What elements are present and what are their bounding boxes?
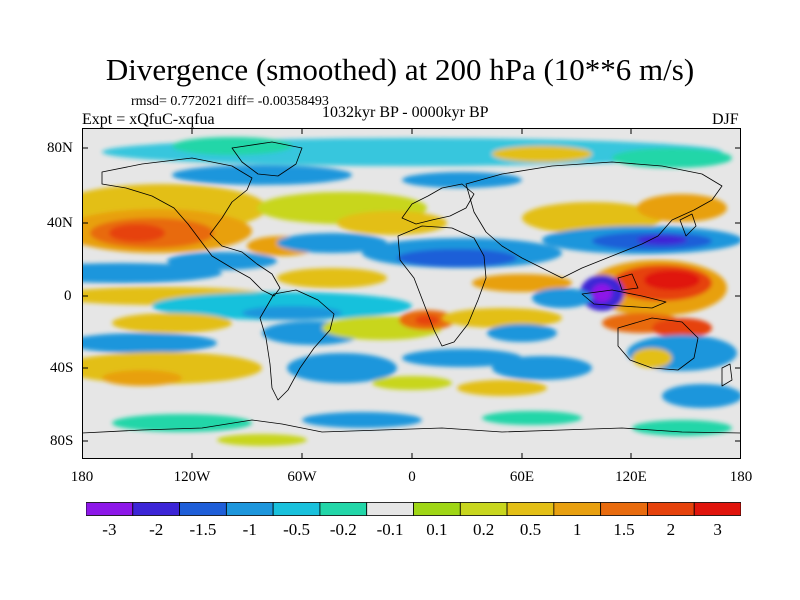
colorbar-cell (86, 502, 134, 516)
lat-label-40s: 40S (50, 360, 74, 376)
colorbar-cell (693, 502, 741, 516)
colorbar-label: -1.5 (189, 520, 217, 539)
plot-title: Divergence (smoothed) at 200 hPa (10**6 … (105, 52, 695, 87)
coastlines (82, 141, 741, 434)
divergence-map (82, 128, 741, 459)
lon-label-120e: 120E (615, 469, 647, 485)
colorbar-cell (179, 502, 227, 516)
colorbar-label: 0.5 (519, 520, 542, 539)
colorbar-cell (600, 502, 648, 516)
colorbar-cell (553, 502, 602, 516)
lat-label-0: 0 (64, 288, 72, 304)
lat-label-40n: 40N (47, 215, 73, 231)
colorbar-cell (225, 502, 274, 516)
colorbar-label: 0.1 (426, 520, 448, 539)
divergence-field (82, 137, 741, 446)
colorbar (86, 502, 741, 516)
colorbar-label: 1 (573, 520, 582, 539)
rmsd-diff-stats: rmsd= 0.772021 diff= -0.00358493 (131, 94, 329, 109)
colorbar-label: -0.5 (283, 520, 310, 539)
colorbar-label: -2 (149, 520, 164, 539)
lon-label-180w: 180 (70, 469, 94, 485)
lon-label-180e: 180 (729, 469, 753, 485)
time-period-label: 1032kyr BP - 0000kyr BP (322, 104, 489, 121)
season-label: DJF (712, 111, 739, 128)
lon-label-0: 0 (408, 469, 416, 485)
colorbar-cell (272, 502, 321, 516)
colorbar-cell (413, 502, 461, 516)
colorbar-label: 2 (666, 520, 676, 539)
colorbar-label: -0.1 (376, 520, 404, 539)
lat-label-80n: 80N (47, 140, 73, 156)
lon-label-60w: 60W (287, 469, 317, 485)
colorbar-label: -3 (102, 520, 117, 539)
axis-ticks (82, 128, 741, 459)
lat-label-80s: 80S (50, 433, 74, 449)
experiment-label: Expt = xQfuC-xqfua (82, 111, 215, 128)
colorbar-cell (132, 502, 180, 516)
colorbar-label: -1 (242, 520, 257, 539)
colorbar-cell (506, 502, 555, 516)
colorbar-label: 3 (713, 520, 722, 539)
lon-label-120w: 120W (173, 469, 211, 485)
colorbar-label: -0.2 (329, 520, 357, 539)
colorbar-cell (459, 502, 508, 516)
colorbar-cell (366, 502, 414, 516)
colorbar-cell (319, 502, 368, 516)
lon-label-60e: 60E (509, 469, 535, 485)
colorbar-label: 1.5 (613, 520, 635, 539)
colorbar-label: 0.2 (473, 520, 495, 539)
colorbar-cell (647, 502, 695, 516)
